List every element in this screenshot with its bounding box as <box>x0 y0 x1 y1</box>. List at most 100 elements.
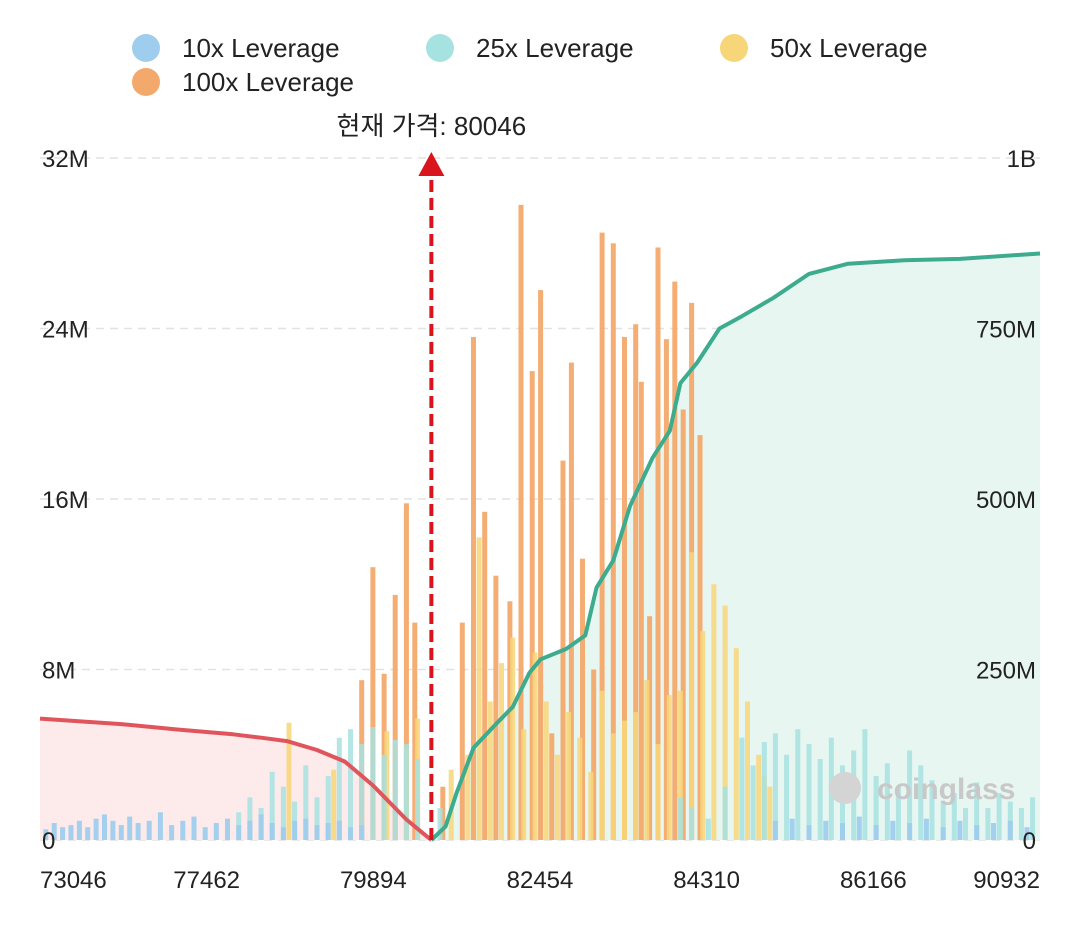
bar-25x-leverage-7[interactable] <box>314 797 320 840</box>
bar-50x-leverage-2[interactable] <box>384 731 390 840</box>
bar-25x-leverage-9[interactable] <box>336 737 342 840</box>
bar-10x-leverage-7[interactable] <box>102 814 107 840</box>
bar-10x-leverage-15[interactable] <box>180 820 186 840</box>
bar-10x-leverage-29[interactable] <box>336 820 342 840</box>
bar-50x-leverage-9[interactable] <box>499 663 504 840</box>
bar-25x-leverage-24[interactable] <box>761 742 767 840</box>
bar-25x-leverage-16[interactable] <box>415 759 421 840</box>
bar-10x-leverage-12[interactable] <box>146 820 152 840</box>
bar-10x-leverage-19[interactable] <box>225 818 230 840</box>
bar-100x-leverage-17[interactable] <box>568 362 574 840</box>
bar-50x-leverage-15[interactable] <box>566 712 572 840</box>
bar-10x-leverage-23[interactable] <box>269 823 275 840</box>
bar-10x-leverage-14[interactable] <box>169 825 175 840</box>
bar-10x-leverage-39[interactable] <box>890 820 896 840</box>
bar-100x-leverage-7[interactable] <box>459 622 465 840</box>
bar-25x-leverage-37[interactable] <box>907 750 913 841</box>
legend-swatch-3[interactable] <box>132 68 160 96</box>
bar-10x-leverage-36[interactable] <box>840 823 845 840</box>
bar-10x-leverage-4[interactable] <box>76 820 82 840</box>
bar-100x-leverage-10[interactable] <box>493 575 499 840</box>
bar-10x-leverage-40[interactable] <box>907 823 913 840</box>
bar-50x-leverage-26[interactable] <box>689 552 695 840</box>
bar-10x-leverage-16[interactable] <box>191 816 197 840</box>
bar-25x-leverage-6[interactable] <box>303 765 309 840</box>
bar-100x-leverage-31[interactable] <box>697 435 703 840</box>
bar-25x-leverage-27[interactable] <box>795 729 801 840</box>
bar-10x-leverage-9[interactable] <box>118 825 124 840</box>
bar-10x-leverage-41[interactable] <box>923 818 929 840</box>
bar-25x-leverage-34[interactable] <box>873 776 879 840</box>
legend-swatch-1[interactable] <box>426 34 454 62</box>
bar-10x-leverage-8[interactable] <box>110 820 116 840</box>
bar-100x-leverage-29[interactable] <box>680 409 686 841</box>
bar-25x-leverage-17[interactable] <box>437 808 443 840</box>
bar-10x-leverage-46[interactable] <box>1007 820 1013 840</box>
legend-label-1[interactable]: 25x Leverage <box>476 33 634 63</box>
bar-25x-leverage-41[interactable] <box>951 793 957 840</box>
bar-10x-leverage-10[interactable] <box>127 816 133 840</box>
bar-100x-leverage-8[interactable] <box>471 337 476 840</box>
bar-50x-leverage-31[interactable] <box>745 701 750 841</box>
bar-50x-leverage-24[interactable] <box>666 695 672 840</box>
bar-50x-leverage-27[interactable] <box>700 631 706 840</box>
bar-25x-leverage-22[interactable] <box>739 737 745 840</box>
bar-50x-leverage-21[interactable] <box>633 712 639 840</box>
cumulative-short-line[interactable] <box>430 251 1041 842</box>
bar-100x-leverage-26[interactable] <box>655 247 661 841</box>
bar-25x-leverage-26[interactable] <box>784 754 790 841</box>
bar-100x-leverage-21[interactable] <box>610 243 616 841</box>
legend-label-2[interactable]: 50x Leverage <box>770 33 928 63</box>
bar-50x-leverage-14[interactable] <box>554 754 560 841</box>
bar-10x-leverage-37[interactable] <box>856 816 862 840</box>
bar-50x-leverage-8[interactable] <box>487 701 493 841</box>
bar-100x-leverage-5[interactable] <box>412 622 418 840</box>
bar-50x-leverage-18[interactable] <box>599 690 605 840</box>
bar-10x-leverage-33[interactable] <box>789 818 795 840</box>
bar-10x-leverage-2[interactable] <box>60 827 66 840</box>
bar-25x-leverage-11[interactable] <box>359 744 365 840</box>
legend-swatch-0[interactable] <box>132 34 160 62</box>
bar-25x-leverage-44[interactable] <box>985 808 991 840</box>
bar-10x-leverage-17[interactable] <box>202 827 208 840</box>
bar-25x-leverage-29[interactable] <box>817 759 823 840</box>
bar-100x-leverage-11[interactable] <box>507 601 513 840</box>
bar-50x-leverage-17[interactable] <box>588 771 594 840</box>
bar-100x-leverage-9[interactable] <box>482 511 488 840</box>
bar-10x-leverage-24[interactable] <box>280 827 286 840</box>
bar-50x-leverage-32[interactable] <box>756 754 762 841</box>
bar-10x-leverage-11[interactable] <box>135 823 141 840</box>
bar-25x-leverage-21[interactable] <box>722 786 728 840</box>
bar-100x-leverage-25[interactable] <box>647 616 653 840</box>
bar-100x-leverage-24[interactable] <box>638 381 644 840</box>
bar-25x-leverage-20[interactable] <box>705 818 711 840</box>
bar-10x-leverage-45[interactable] <box>991 823 996 840</box>
bar-10x-leverage-0[interactable] <box>43 829 49 840</box>
bar-50x-leverage-16[interactable] <box>577 737 583 840</box>
bar-10x-leverage-1[interactable] <box>51 823 57 840</box>
bar-100x-leverage-27[interactable] <box>663 339 669 840</box>
bar-25x-leverage-33[interactable] <box>862 729 868 840</box>
bar-50x-leverage-22[interactable] <box>644 680 650 840</box>
cumulative-long-line[interactable] <box>39 716 433 842</box>
bar-25x-leverage-4[interactable] <box>280 786 286 840</box>
legend-label-0[interactable]: 10x Leverage <box>182 33 340 63</box>
bar-25x-leverage-15[interactable] <box>403 744 409 840</box>
bar-10x-leverage-25[interactable] <box>292 820 298 840</box>
bar-10x-leverage-27[interactable] <box>314 825 320 840</box>
bar-50x-leverage-12[interactable] <box>532 652 538 841</box>
bar-100x-leverage-18[interactable] <box>580 558 585 840</box>
bar-10x-leverage-26[interactable] <box>303 818 309 840</box>
bar-10x-leverage-21[interactable] <box>247 820 253 840</box>
bar-10x-leverage-3[interactable] <box>68 825 74 840</box>
bar-50x-leverage-20[interactable] <box>622 720 627 840</box>
bar-100x-leverage-12[interactable] <box>518 204 524 840</box>
bar-10x-leverage-18[interactable] <box>213 823 219 840</box>
bar-25x-leverage-25[interactable] <box>772 733 778 840</box>
bar-10x-leverage-34[interactable] <box>806 825 812 840</box>
bar-100x-leverage-20[interactable] <box>599 232 605 841</box>
bar-10x-leverage-38[interactable] <box>873 825 879 840</box>
bar-25x-leverage-19[interactable] <box>689 808 695 840</box>
bar-10x-leverage-42[interactable] <box>940 827 946 840</box>
bar-10x-leverage-35[interactable] <box>823 820 829 840</box>
